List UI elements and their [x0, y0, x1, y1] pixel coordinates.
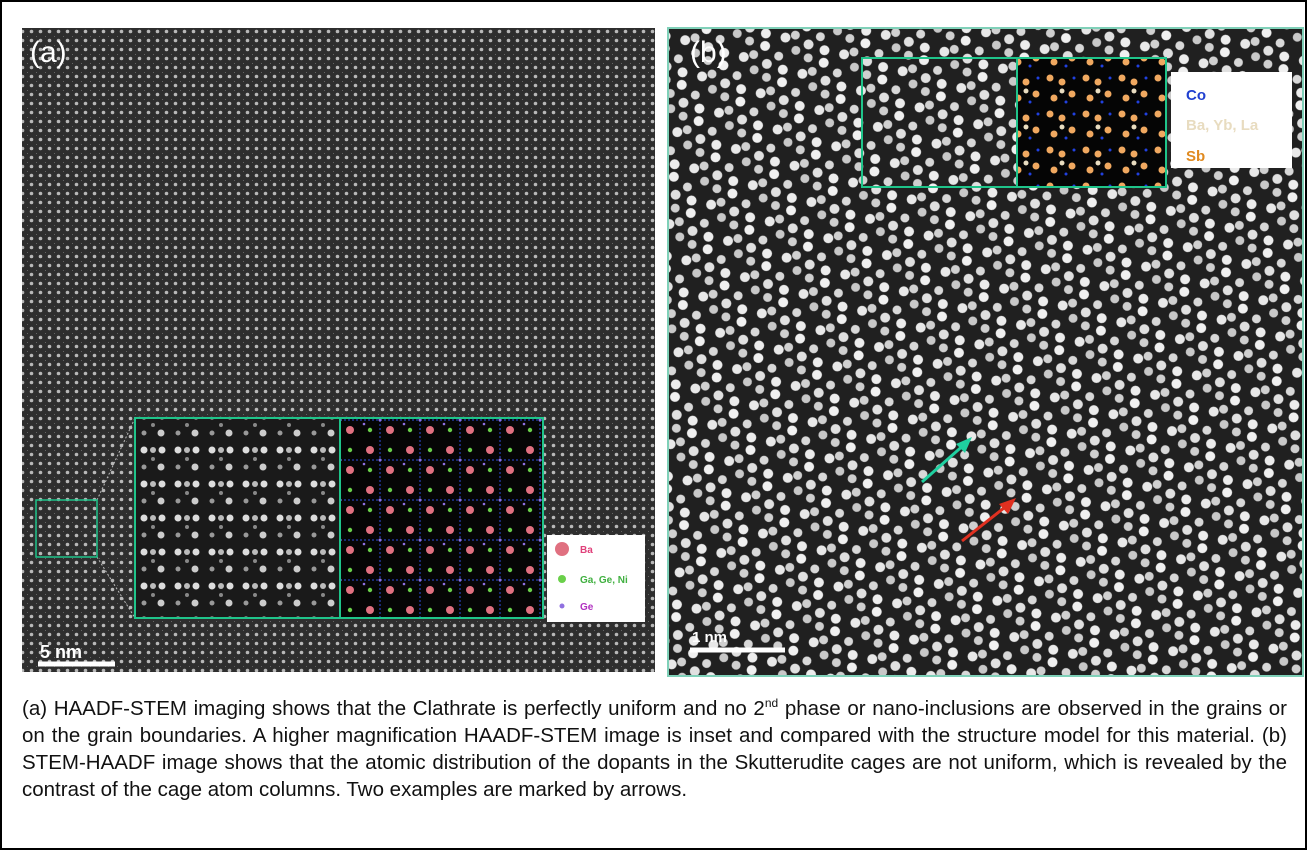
zoom-inset — [135, 418, 340, 618]
panel-label: (a) — [30, 36, 67, 69]
caption: (a) HAADF-STEM imaging shows that the Cl… — [22, 690, 1287, 803]
structure-model — [340, 418, 543, 618]
legend-marker — [558, 575, 566, 583]
scale-bar-label: 5 nm — [40, 642, 82, 662]
caption-superscript: nd — [765, 696, 778, 710]
legend-label: Sb — [1186, 148, 1205, 165]
panel-label: (b) — [690, 36, 727, 69]
legend-label: Co — [1186, 87, 1206, 104]
scale-bar-label: 1 nm — [692, 629, 727, 646]
structure-model — [1017, 58, 1166, 187]
legend-label: Ga, Ge, Ni — [580, 575, 628, 586]
caption-text: (a) HAADF-STEM imaging shows that the Cl… — [22, 697, 765, 720]
figure: Ba Ga, Ge, Ni Ge (a) 5 nm Co Ba, Yb, La … — [0, 0, 1307, 850]
legend-label: Ba — [580, 545, 593, 556]
legend-marker — [560, 604, 565, 609]
zoom-inset — [862, 58, 1017, 187]
legend-label: Ge — [580, 602, 594, 613]
legend-marker — [555, 542, 569, 556]
legend-label: Ba, Yb, La — [1186, 117, 1259, 134]
